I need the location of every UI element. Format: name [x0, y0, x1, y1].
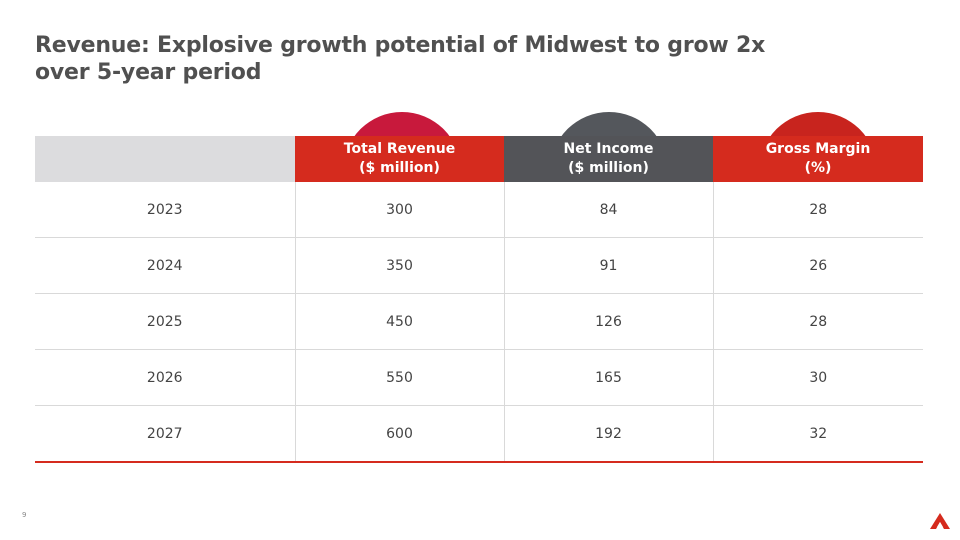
table-row: 2026 550 165 30	[35, 349, 923, 406]
total-revenue-cell: 450	[294, 293, 504, 350]
gross-margin-cell: 32	[712, 405, 923, 463]
gross-margin-cell: 28	[712, 293, 923, 350]
net-income-cell: 165	[503, 349, 713, 406]
year-cell: 2026	[35, 349, 295, 406]
table-row: 2027 600 192 32	[35, 405, 923, 463]
year-cell: 2027	[35, 405, 295, 463]
header-cell-gross-margin: Gross Margin (%)	[713, 136, 923, 182]
brand-logo-icon	[930, 513, 950, 529]
year-cell: 2024	[35, 237, 295, 294]
header-cell-net-income: Net Income ($ million)	[504, 136, 713, 182]
header-unit: (%)	[804, 160, 832, 176]
table-row: 2023 300 84 28	[35, 182, 923, 238]
gross-margin-cell: 26	[712, 237, 923, 294]
header-label: Total Revenue	[343, 141, 456, 157]
header-cell-total-revenue: Total Revenue ($ million)	[295, 136, 504, 182]
table-row: 2024 350 91 26	[35, 237, 923, 294]
header-unit: ($ million)	[568, 160, 649, 176]
table-row: 2025 450 126 28	[35, 293, 923, 350]
net-income-cell: 126	[503, 293, 713, 350]
header-unit: ($ million)	[359, 160, 440, 176]
total-revenue-cell: 600	[294, 405, 504, 463]
total-revenue-cell: 550	[294, 349, 504, 406]
financial-table: Total Revenue ($ million) Net Income ($ …	[35, 136, 923, 463]
year-cell: 2023	[35, 182, 295, 238]
net-income-cell: 91	[503, 237, 713, 294]
header-cell-blank	[35, 136, 295, 182]
total-revenue-cell: 300	[294, 182, 504, 238]
table-header-row: Total Revenue ($ million) Net Income ($ …	[35, 136, 923, 182]
page-title: Revenue: Explosive growth potential of M…	[35, 33, 766, 85]
year-cell: 2025	[35, 293, 295, 350]
net-income-cell: 192	[503, 405, 713, 463]
header-label: Net Income	[563, 141, 654, 157]
header-label: Gross Margin	[765, 141, 871, 157]
gross-margin-cell: 28	[712, 182, 923, 238]
gross-margin-cell: 30	[712, 349, 923, 406]
page-number: 9	[22, 511, 27, 519]
net-income-cell: 84	[503, 182, 713, 238]
total-revenue-cell: 350	[294, 237, 504, 294]
